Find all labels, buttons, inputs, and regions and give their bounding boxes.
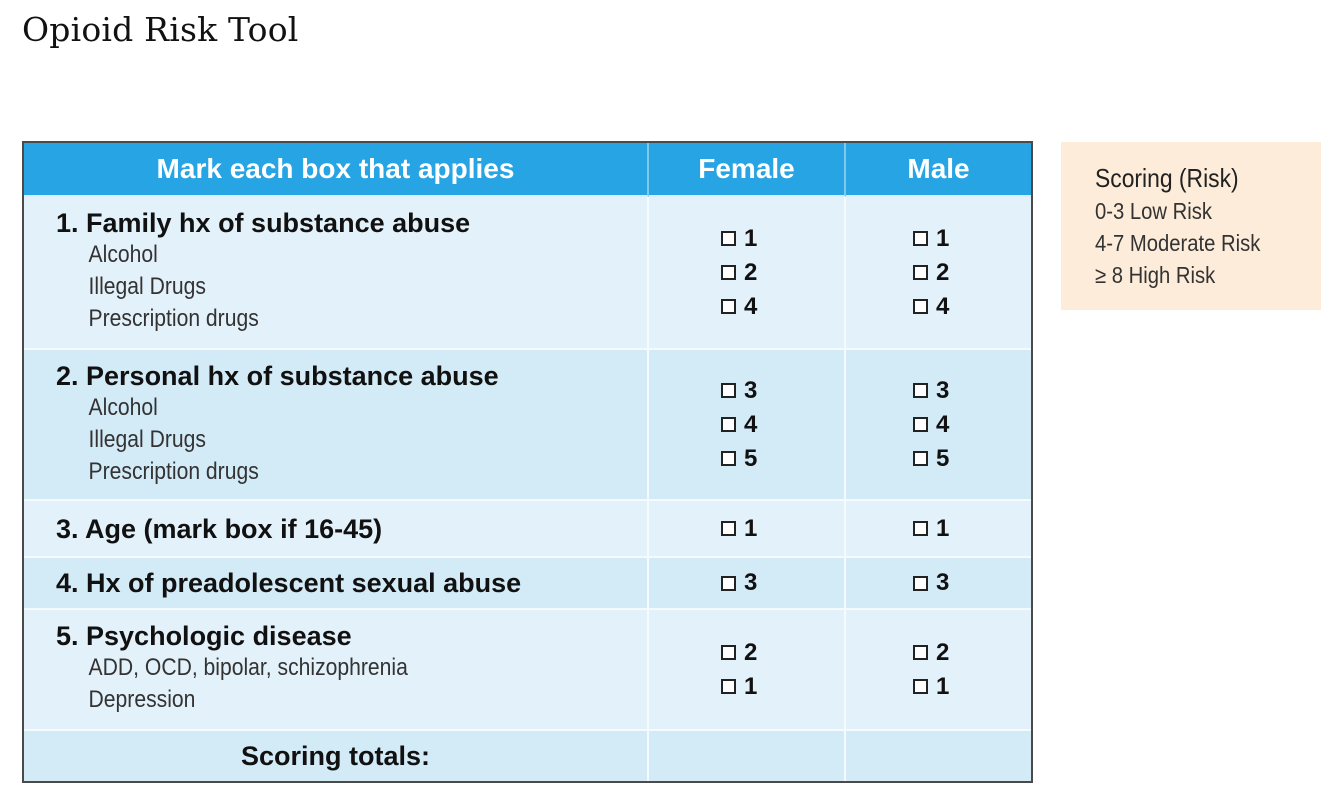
male-options-row5: 2 1 bbox=[846, 610, 1031, 731]
row-family-hx: 1. Family hx of substance abuse Alcohol … bbox=[24, 197, 649, 350]
checkbox-option[interactable]: 5 bbox=[913, 442, 950, 476]
item-title: 2. Personal hx of substance abuse bbox=[56, 361, 499, 391]
checkbox-option[interactable]: 1 bbox=[721, 222, 758, 256]
checkbox-icon[interactable] bbox=[721, 231, 736, 246]
checkbox-icon[interactable] bbox=[721, 521, 736, 536]
checkbox-icon[interactable] bbox=[913, 679, 928, 694]
row-personal-hx: 2. Personal hx of substance abuse Alcoho… bbox=[24, 350, 649, 501]
checkbox-icon[interactable] bbox=[721, 575, 736, 591]
checkbox-icon[interactable] bbox=[913, 231, 928, 246]
row-psychologic-disease: 5. Psychologic disease ADD, OCD, bipolar… bbox=[24, 610, 649, 731]
checkbox-icon[interactable] bbox=[721, 645, 736, 660]
checkbox-icon[interactable] bbox=[913, 645, 928, 660]
scoring-title: Scoring (Risk) bbox=[1095, 163, 1239, 193]
header-male: Male bbox=[846, 143, 1031, 197]
item-sub: Alcohol bbox=[88, 394, 158, 421]
checkbox-option[interactable]: 3 bbox=[721, 374, 758, 408]
checkbox-option[interactable]: 1 bbox=[721, 670, 758, 704]
row-preadolescent-abuse: 4. Hx of preadolescent sexual abuse bbox=[24, 558, 649, 610]
checkbox-option[interactable]: 4 bbox=[721, 408, 758, 442]
male-options-row2: 3 4 5 bbox=[846, 350, 1031, 501]
checkbox-icon[interactable] bbox=[913, 575, 928, 591]
item-sub: Alcohol bbox=[88, 241, 158, 268]
scoring-level: 0-3 Low Risk bbox=[1095, 198, 1212, 224]
female-options-row5: 2 1 bbox=[649, 610, 846, 731]
item-sub: Prescription drugs bbox=[88, 305, 259, 332]
checkbox-icon[interactable] bbox=[913, 417, 928, 432]
checkbox-icon[interactable] bbox=[913, 521, 928, 536]
header-item: Mark each box that applies bbox=[24, 143, 649, 197]
item-sub: Illegal Drugs bbox=[88, 426, 206, 453]
female-options-row1: 1 2 4 bbox=[649, 197, 846, 350]
female-total-field[interactable] bbox=[649, 731, 846, 781]
checkbox-option[interactable]: 2 bbox=[913, 636, 950, 670]
checkbox-option[interactable]: 1 bbox=[913, 512, 950, 546]
checkbox-option[interactable]: 3 bbox=[721, 566, 758, 600]
female-options-row2: 3 4 5 bbox=[649, 350, 846, 501]
checkbox-option[interactable]: 4 bbox=[913, 290, 950, 324]
checkbox-option[interactable]: 5 bbox=[721, 442, 758, 476]
checkbox-icon[interactable] bbox=[913, 265, 928, 280]
item-sub: Illegal Drugs bbox=[88, 273, 206, 300]
item-sub: Depression bbox=[88, 686, 196, 713]
scoring-legend: Scoring (Risk) 0-3 Low Risk 4-7 Moderate… bbox=[1061, 142, 1321, 310]
item-title: 1. Family hx of substance abuse bbox=[56, 208, 471, 238]
checkbox-option[interactable]: 1 bbox=[721, 512, 758, 546]
checkbox-icon[interactable] bbox=[721, 299, 736, 314]
checkbox-option[interactable]: 1 bbox=[913, 222, 950, 256]
scoring-totals-label: Scoring totals: bbox=[24, 731, 649, 781]
scoring-level: ≥ 8 High Risk bbox=[1095, 262, 1216, 288]
item-title: 5. Psychologic disease bbox=[56, 621, 352, 651]
item-title: 3. Age (mark box if 16-45) bbox=[56, 513, 383, 544]
male-options-row3: 1 bbox=[846, 501, 1031, 558]
header-female: Female bbox=[649, 143, 846, 197]
checkbox-option[interactable]: 4 bbox=[721, 290, 758, 324]
item-title: 4. Hx of preadolescent sexual abuse bbox=[56, 568, 522, 598]
checkbox-option[interactable]: 4 bbox=[913, 408, 950, 442]
checkbox-option[interactable]: 2 bbox=[721, 256, 758, 290]
male-options-row1: 1 2 4 bbox=[846, 197, 1031, 350]
checkbox-icon[interactable] bbox=[721, 383, 736, 398]
checkbox-icon[interactable] bbox=[913, 299, 928, 314]
item-sub: Prescription drugs bbox=[88, 458, 259, 485]
checkbox-icon[interactable] bbox=[721, 417, 736, 432]
checkbox-option[interactable]: 2 bbox=[913, 256, 950, 290]
female-options-row4: 3 bbox=[649, 558, 846, 610]
item-sub: ADD, OCD, bipolar, schizophrenia bbox=[88, 654, 408, 681]
checkbox-icon[interactable] bbox=[721, 265, 736, 280]
checkbox-icon[interactable] bbox=[721, 679, 736, 694]
male-options-row4: 3 bbox=[846, 558, 1031, 610]
checkbox-option[interactable]: 1 bbox=[913, 670, 950, 704]
checkbox-option[interactable]: 2 bbox=[721, 636, 758, 670]
male-total-field[interactable] bbox=[846, 731, 1031, 781]
checkbox-option[interactable]: 3 bbox=[913, 374, 950, 408]
row-age: 3. Age (mark box if 16-45) bbox=[24, 501, 649, 558]
opioid-risk-table: Mark each box that applies Female Male 1… bbox=[22, 141, 1033, 783]
page-title: Opioid Risk Tool bbox=[22, 10, 299, 49]
female-options-row3: 1 bbox=[649, 501, 846, 558]
scoring-level: 4-7 Moderate Risk bbox=[1095, 230, 1261, 256]
checkbox-icon[interactable] bbox=[913, 383, 928, 398]
checkbox-icon[interactable] bbox=[913, 451, 928, 466]
checkbox-icon[interactable] bbox=[721, 451, 736, 466]
checkbox-option[interactable]: 3 bbox=[913, 566, 950, 600]
